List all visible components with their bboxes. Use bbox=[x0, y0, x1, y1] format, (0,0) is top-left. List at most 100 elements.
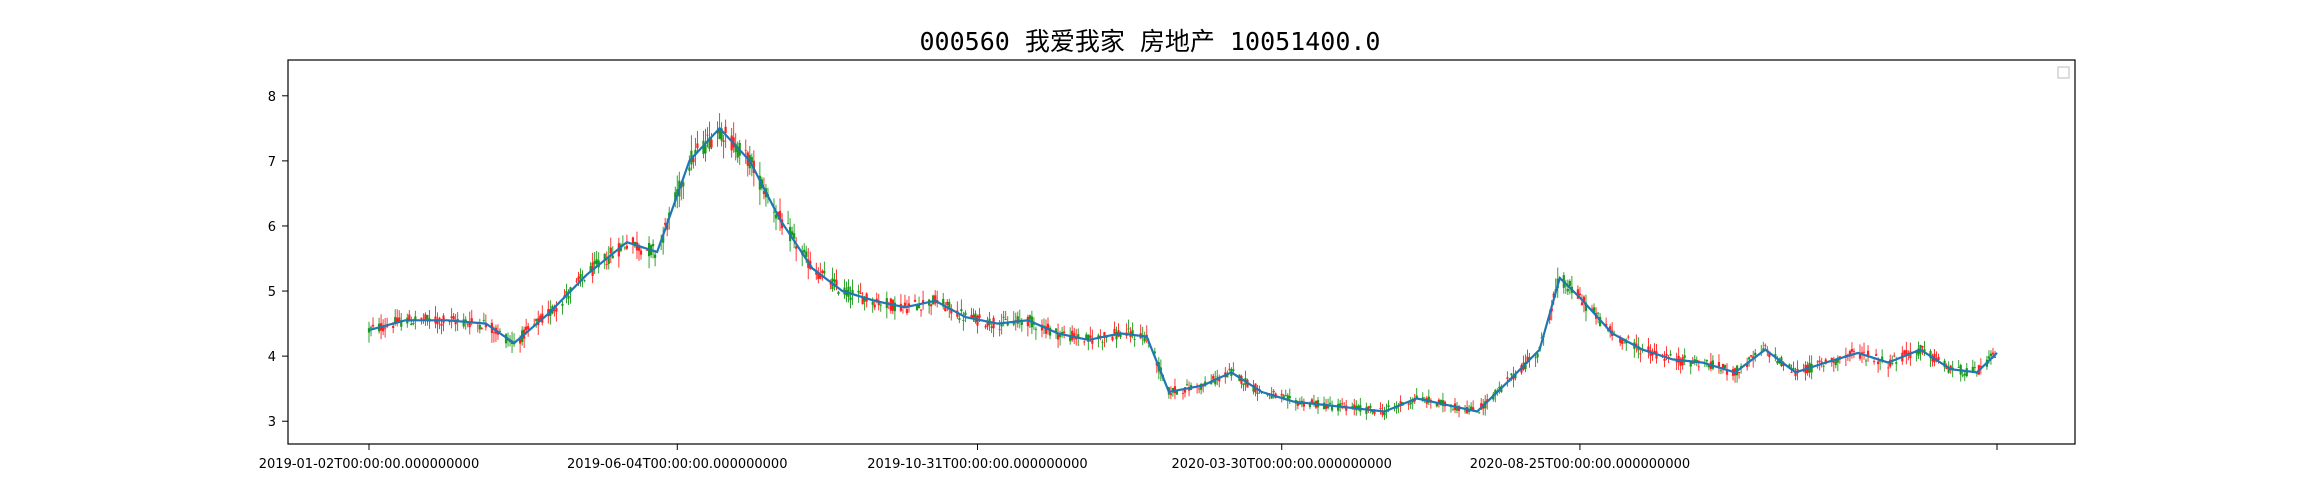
candle bbox=[930, 303, 933, 316]
candle bbox=[1794, 367, 1797, 381]
candle bbox=[1143, 331, 1146, 344]
candles-group bbox=[367, 113, 1997, 421]
candle bbox=[932, 294, 935, 305]
candle bbox=[1534, 354, 1537, 368]
candle bbox=[1669, 350, 1672, 357]
candle bbox=[1242, 383, 1245, 392]
candle bbox=[494, 324, 498, 342]
candle bbox=[647, 236, 651, 269]
candle bbox=[490, 319, 494, 343]
candle bbox=[523, 326, 526, 349]
candle bbox=[609, 237, 612, 264]
candle bbox=[369, 325, 373, 337]
candle bbox=[593, 252, 596, 274]
candle bbox=[893, 296, 896, 320]
candle bbox=[1639, 348, 1642, 363]
candle bbox=[1651, 348, 1654, 361]
candle bbox=[1522, 355, 1525, 371]
candle bbox=[1018, 309, 1021, 329]
candle bbox=[1689, 360, 1692, 375]
candle bbox=[384, 318, 387, 338]
candle bbox=[1540, 332, 1543, 339]
candle bbox=[1979, 358, 1982, 375]
candle bbox=[722, 134, 725, 159]
candle bbox=[617, 237, 620, 268]
candle bbox=[1115, 326, 1118, 348]
candle bbox=[1635, 334, 1638, 353]
candle bbox=[1733, 367, 1737, 383]
candle bbox=[1185, 379, 1189, 386]
y-tick-label: 7 bbox=[268, 155, 276, 170]
candle bbox=[1407, 401, 1410, 410]
candle bbox=[1564, 279, 1567, 294]
candle bbox=[480, 326, 483, 330]
candle bbox=[772, 198, 776, 223]
candle bbox=[865, 292, 868, 308]
candle bbox=[934, 290, 937, 306]
candle bbox=[1443, 400, 1447, 412]
x-tick-label: 2019-06-04T00:00:00.000000000 bbox=[567, 457, 787, 472]
candle bbox=[1731, 366, 1735, 381]
candle bbox=[1621, 338, 1624, 350]
candle bbox=[1677, 347, 1680, 371]
candle bbox=[1735, 364, 1739, 383]
candle bbox=[1465, 400, 1469, 414]
candle bbox=[1653, 343, 1656, 354]
candle bbox=[992, 315, 995, 338]
candle bbox=[1663, 351, 1666, 368]
candle bbox=[946, 299, 949, 312]
candle bbox=[746, 150, 749, 177]
candle bbox=[639, 246, 643, 260]
candle bbox=[921, 290, 925, 310]
candle bbox=[823, 261, 826, 278]
candle bbox=[1536, 352, 1539, 364]
candle bbox=[1012, 311, 1015, 327]
candle bbox=[1929, 349, 1932, 368]
candle bbox=[438, 316, 441, 330]
candle bbox=[1429, 398, 1432, 409]
candle bbox=[1649, 344, 1652, 364]
candle bbox=[1294, 397, 1297, 411]
candle bbox=[778, 198, 782, 231]
candle bbox=[597, 252, 600, 274]
y-axis: 3 4 5 6 7 8 bbox=[268, 90, 288, 430]
candle bbox=[1101, 339, 1104, 351]
candle bbox=[1494, 388, 1497, 403]
candle bbox=[1862, 342, 1866, 360]
candle bbox=[1196, 383, 1199, 394]
candle bbox=[1087, 334, 1090, 351]
candle bbox=[1232, 362, 1235, 375]
candle bbox=[605, 251, 608, 270]
candle bbox=[950, 304, 953, 321]
candle bbox=[1280, 389, 1283, 403]
candle bbox=[1056, 323, 1060, 348]
candle bbox=[1326, 398, 1330, 410]
candle bbox=[1181, 389, 1185, 400]
candle bbox=[1046, 317, 1050, 335]
candle bbox=[442, 313, 445, 332]
candle bbox=[1026, 314, 1029, 337]
candle bbox=[1820, 357, 1823, 368]
candle bbox=[398, 310, 401, 323]
candle bbox=[1693, 355, 1696, 366]
candle bbox=[1864, 358, 1868, 367]
candle bbox=[1034, 326, 1038, 340]
candle bbox=[795, 237, 798, 262]
candle bbox=[1316, 397, 1320, 414]
y-tick-label: 3 bbox=[268, 415, 276, 430]
candle bbox=[1284, 389, 1287, 397]
candle bbox=[708, 121, 711, 152]
candle bbox=[1270, 387, 1273, 399]
candle bbox=[1750, 355, 1753, 358]
candle bbox=[1189, 382, 1193, 391]
candle bbox=[1866, 345, 1870, 362]
candle bbox=[561, 300, 564, 315]
candle bbox=[484, 314, 487, 331]
candle bbox=[851, 279, 854, 305]
candle bbox=[1216, 369, 1219, 386]
candle bbox=[847, 279, 850, 303]
candle bbox=[1379, 402, 1382, 415]
candle bbox=[1875, 348, 1878, 356]
candle bbox=[1804, 361, 1807, 381]
candle bbox=[1709, 352, 1712, 372]
